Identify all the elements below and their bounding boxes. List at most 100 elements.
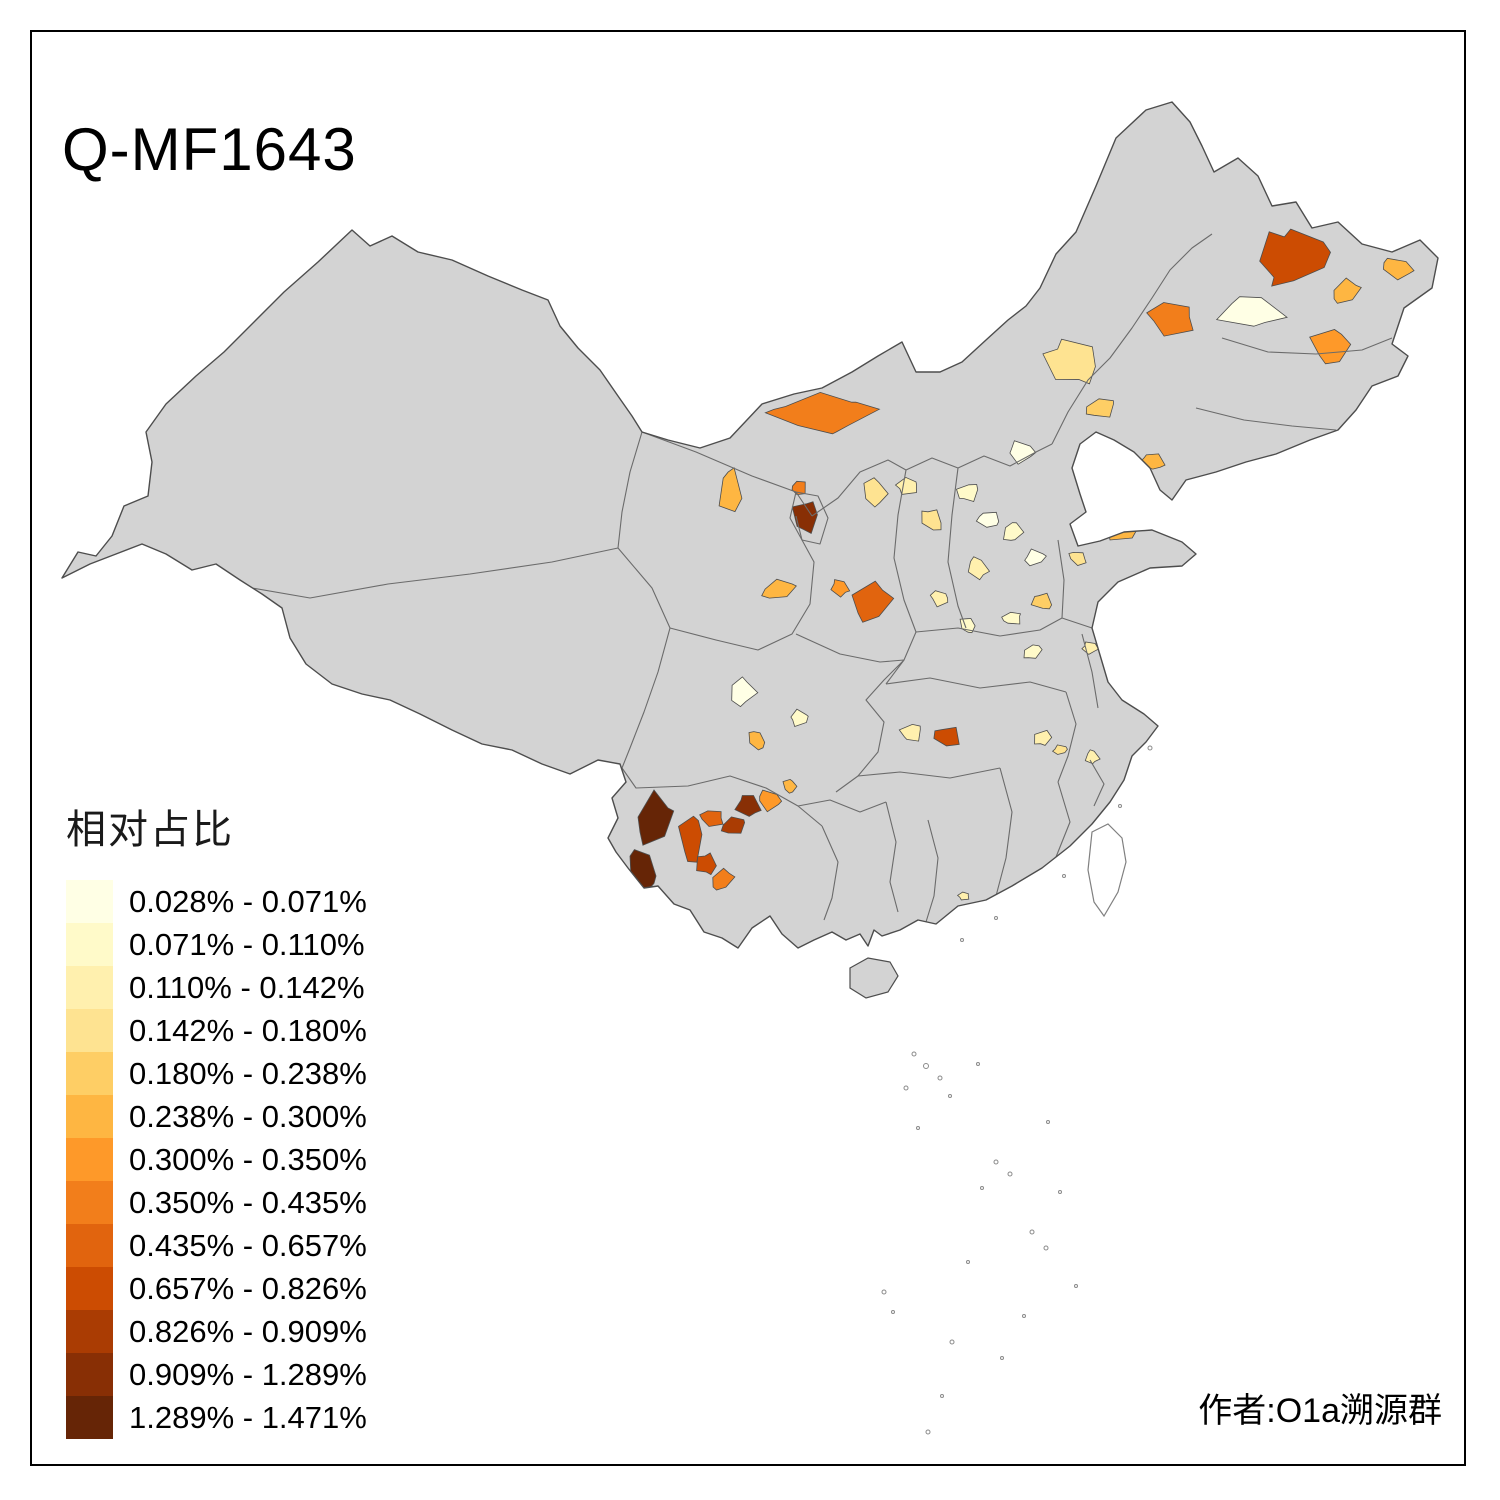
map-region-anhui-c1 [1034,729,1053,746]
province-border-line [915,617,1063,637]
legend-item: 0.142% - 0.180% [66,1009,367,1052]
province-border-line [947,467,967,629]
legend-label: 0.909% - 1.289% [129,1356,367,1392]
map-region-shaanxi-orange [851,580,895,623]
islet-dot [1022,1314,1026,1318]
map-region-hebei-se [1024,548,1047,567]
china-mainland [62,102,1438,948]
legend-item: 0.350% - 0.435% [66,1181,367,1224]
map-region-yunnan-c2 [696,852,717,876]
map-region-gansu-south [761,578,797,599]
islet-dot [937,1075,943,1081]
legend-items: 0.028% - 0.071% 0.071% - 0.110% 0.110% - 0… [66,880,367,1439]
legend-label: 0.142% - 0.180% [129,1012,367,1048]
map-region-guangdong-tiny [956,891,970,901]
islet-dot [1118,804,1122,808]
province-border-line [885,677,1067,693]
legend-label: 0.657% - 0.826% [129,1270,367,1306]
map-region-guizhou-n [782,778,798,794]
legend-swatch [66,1052,113,1095]
map-region-shanxi-n [894,476,917,495]
province-border-line [669,515,815,651]
map-region-henan-n [929,590,949,608]
legend-item: 0.435% - 0.657% [66,1224,367,1267]
map-region-heilongjiang-dark [1259,228,1331,287]
province-border-line [811,443,1053,517]
legend-label: 0.028% - 0.071% [129,883,367,919]
islet-dot [966,1260,970,1264]
map-region-gansu-se [830,579,851,598]
legend-label: 0.110% - 0.142% [129,969,365,1005]
map-region-sichuan-c-orange [748,731,766,751]
map-region-yunnan-c1 [678,815,703,863]
map-region-jilin-orange [1309,329,1352,365]
map-region-heilongjiang-pale [1215,296,1288,327]
legend-swatch [66,1181,113,1224]
province-borders [229,233,1393,923]
legend-label: 0.826% - 0.909% [129,1313,367,1349]
legend-swatch [66,1138,113,1181]
islet-dot [1029,1229,1035,1235]
legend-label: 0.180% - 0.238% [129,1055,367,1091]
legend-item: 0.071% - 0.110% [66,923,367,966]
legend-item: 0.238% - 0.300% [66,1095,367,1138]
map-region-hubei-pale [898,723,921,742]
islet-dot [994,916,998,920]
attribution: 作者:O1a溯源群 [1198,1392,1442,1430]
islet-dot [1046,1120,1050,1124]
map-region-heilongjiang-e2 [1382,257,1415,281]
legend-swatch [66,1396,113,1439]
map-region-shandong-w [1068,551,1087,566]
legend-label: 0.300% - 0.350% [129,1141,367,1177]
legend-swatch [66,1267,113,1310]
map-region-yunnan-w1 [637,789,675,846]
islet-dot [1007,1171,1013,1177]
legend-swatch [66,1353,113,1396]
islet-dot [960,938,964,942]
legend: 相对占比 0.028% - 0.071% 0.071% - 0.110% 0.110… [66,810,367,1439]
legend-label: 0.238% - 0.300% [129,1098,367,1134]
map-region-inner-mongolia-c2 [1085,398,1114,418]
islet-dot [923,1063,929,1069]
legend-label: 1.289% - 1.471% [129,1399,367,1435]
province-border-line [1195,407,1337,431]
map-region-sichuan-s1 [699,810,724,827]
taiwan-island [1087,823,1127,918]
legend-item: 1.289% - 1.471% [66,1396,367,1439]
province-border-line [789,491,829,545]
province-border-line [617,431,643,549]
map-region-shanxi-c [921,509,942,531]
islet-dot [891,1310,895,1314]
islet-dot [1062,874,1066,878]
map-region-shanxi-se [967,556,991,581]
map-region-shanxi-nw [863,477,889,508]
islet-dot [1058,1190,1062,1194]
map-region-inner-mongolia-w-orange [764,391,881,435]
province-border-line [1051,233,1213,445]
map-region-sichuan-nw-pale [731,676,759,708]
map-region-shandong-orange [1100,518,1139,541]
legend-item: 0.110% - 0.142% [66,966,367,1009]
province-border-line [995,767,1013,897]
map-region-hubei-dark [933,726,960,747]
islet-dot [1000,1356,1004,1360]
map-region-sichuan-ne-pale [790,708,809,728]
map-region-gansu-strip [718,467,743,513]
map-region-henan-e [1030,592,1053,610]
map-region-henan-s [1023,644,1043,659]
islet-dot [881,1289,887,1295]
map-region-henan-c2 [1001,611,1022,625]
islet-dot [903,1085,909,1091]
islet-dot [911,1051,917,1057]
legend-title: 相对占比 [66,808,234,852]
province-border-line [1057,539,1093,629]
islet-dot [925,1429,931,1435]
map-region-inner-mongolia-east [1146,302,1194,337]
province-border-line [617,547,671,769]
islet-dot [1074,1284,1078,1288]
islet-dot [916,1126,920,1130]
legend-item: 0.657% - 0.826% [66,1267,367,1310]
legend-swatch [66,1009,113,1052]
